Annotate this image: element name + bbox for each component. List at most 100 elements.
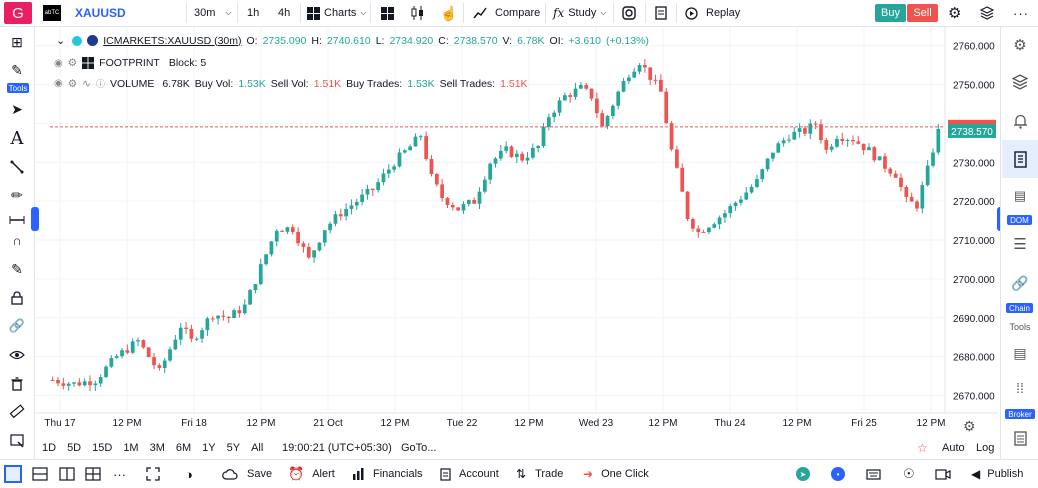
time-tick-label: Fri 18 (181, 418, 207, 429)
range-1m[interactable]: 1M (123, 442, 139, 454)
alert-button[interactable]: ⏰ Alert (288, 460, 335, 488)
divider (237, 3, 238, 23)
account-button[interactable]: Account (440, 460, 499, 488)
interval-dropdown[interactable]: 30m ⌵ (194, 0, 231, 26)
candles-style-button[interactable] (410, 0, 426, 26)
range-all[interactable]: All (251, 442, 264, 454)
auto-scale-button[interactable]: Auto (942, 442, 965, 454)
ideas-button[interactable]: ☉ (903, 460, 915, 488)
range-1y[interactable]: 1Y (202, 442, 216, 454)
candle-body (365, 188, 370, 195)
chevron-down-icon[interactable]: ⌄ (56, 35, 66, 47)
one-click-button[interactable]: ➜ One Click (583, 460, 649, 488)
range-15d[interactable]: 15D (92, 442, 113, 454)
object-tree-button[interactable] (1009, 71, 1031, 93)
layers-button[interactable] (980, 0, 994, 26)
candle (883, 152, 887, 173)
range-5d[interactable]: 5D (67, 442, 82, 454)
pdf-export-button[interactable] (655, 0, 667, 26)
crosshair-tool[interactable]: ⊞ (6, 32, 28, 52)
magnet-tool[interactable]: ∩ (6, 230, 28, 250)
save-button[interactable]: Save (222, 460, 272, 488)
more-menu-button[interactable]: ··· (1013, 0, 1029, 26)
screenshot-tool[interactable] (6, 431, 28, 451)
alerts-button[interactable] (1009, 110, 1031, 132)
brush-tool[interactable]: ✎ (6, 60, 28, 80)
dom-button[interactable]: ▤ (1009, 185, 1031, 207)
price-chart[interactable]: 2670.000 2680.000 2690.000 2700.000 2710.000… (36, 27, 998, 439)
candle-body (482, 179, 487, 192)
apps-button[interactable]: ⁞⁞ (1009, 377, 1031, 399)
gear-icon[interactable]: ⚙ (67, 77, 78, 90)
option-chain-button[interactable]: 🔗 (1009, 272, 1031, 294)
order-panel-button[interactable] (1009, 148, 1031, 170)
range-6m[interactable]: 6M (175, 442, 192, 454)
buy-button[interactable]: Buy (875, 4, 906, 22)
range-1d[interactable]: 1D (42, 442, 57, 454)
gear-icon[interactable]: ⚙ (67, 57, 78, 69)
trend-line-tool[interactable] (6, 157, 28, 177)
sell-button[interactable]: Sell (907, 4, 938, 22)
pencil-tool[interactable]: ✏ (6, 185, 28, 205)
publish-button[interactable]: ◀ Publish (971, 460, 1023, 488)
split-vertical-button[interactable] (59, 460, 75, 488)
replay-button[interactable]: Replay (685, 0, 740, 26)
study-dropdown[interactable]: fx Study ⌵ (553, 0, 606, 26)
legend-symbol[interactable]: ICMARKETS:XAUUSD (30m) (103, 34, 242, 47)
symbol-search-button[interactable]: XAUUSD (75, 6, 126, 20)
candle (648, 67, 653, 86)
eye-off-icon[interactable]: ◉ (54, 78, 63, 89)
chat-button[interactable]: • (831, 460, 845, 488)
financials-button[interactable]: Financials (352, 460, 423, 488)
telegram-button[interactable]: ➤ (796, 460, 810, 488)
eraser-tool[interactable]: ✎ (6, 259, 28, 279)
keyboard-button[interactable] (866, 460, 881, 488)
fullscreen-button[interactable] (146, 460, 160, 488)
measure-tool[interactable] (6, 210, 28, 230)
split-horizontal-button[interactable] (32, 460, 48, 488)
text-tool[interactable]: A (6, 128, 28, 149)
goto-button[interactable]: GoTo... (401, 442, 437, 454)
left-panel-collapse-handle[interactable] (31, 207, 39, 231)
axis-settings-button[interactable]: ⚙ (963, 418, 976, 435)
candle-body (173, 339, 178, 350)
eye-icon[interactable]: ◉ (54, 57, 63, 69)
delete-tool[interactable] (6, 374, 28, 394)
log-scale-button[interactable]: Log (976, 442, 995, 454)
video-button[interactable] (935, 460, 951, 488)
link-tool[interactable]: 🔗 (6, 316, 28, 336)
settings-button[interactable]: ⚙ (948, 0, 961, 26)
range-5y[interactable]: 5Y (226, 442, 241, 454)
screener-button[interactable]: ▤ (1009, 342, 1031, 364)
cursor-tool[interactable]: ➤ (6, 99, 28, 119)
visibility-tool[interactable] (6, 345, 28, 365)
layout-button[interactable] (381, 0, 394, 26)
volume-value: 6.78K (162, 77, 190, 90)
grid-layout-button[interactable] (85, 460, 101, 488)
chart-settings-button[interactable]: ⚙ (1009, 34, 1031, 56)
gear-icon: ⚙ (963, 418, 976, 434)
price-tick-label: 2730.000 (953, 158, 995, 169)
chart-area[interactable]: 2670.000 2680.000 2690.000 2700.000 2710.000… (36, 27, 998, 439)
favorite-button[interactable]: ☆ (917, 441, 928, 455)
ruler-tool[interactable] (6, 402, 28, 422)
watchlist-button[interactable]: ☰ (1009, 233, 1031, 255)
range-3m[interactable]: 3M (149, 442, 165, 454)
notes-button[interactable] (1009, 427, 1031, 449)
instagram-button[interactable] (622, 0, 636, 26)
gesture-button[interactable]: ☝ (440, 0, 457, 26)
interval-1h-button[interactable]: 1h (247, 7, 260, 19)
user-avatar[interactable]: G (4, 2, 32, 24)
trade-button[interactable]: ⇅ Trade (516, 460, 563, 488)
candle-body (562, 95, 567, 101)
theme-button[interactable]: ◑ (185, 460, 193, 488)
more-layouts-button[interactable]: ··· (113, 460, 126, 488)
palette-icon: ◑ (185, 466, 193, 482)
single-layout-button[interactable] (4, 460, 22, 488)
candle-body (461, 204, 466, 211)
interval-4h-button[interactable]: 4h (278, 7, 291, 19)
lock-tool[interactable] (6, 288, 28, 308)
compare-button[interactable]: Compare (473, 0, 540, 26)
current-time[interactable]: 19:00:21 (UTC+05:30) (282, 442, 392, 454)
chart-type-dropdown[interactable]: Charts ⌵ (307, 0, 366, 26)
